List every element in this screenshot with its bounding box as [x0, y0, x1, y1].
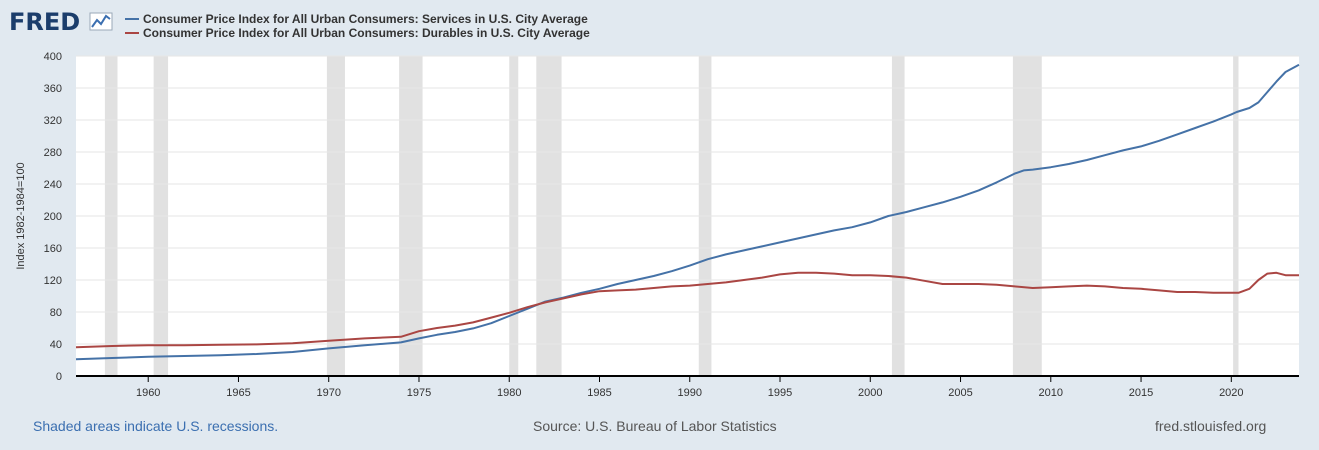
series-line-services[interactable] [75, 63, 1300, 361]
source-note: Source: U.S. Bureau of Labor Statistics [533, 418, 777, 434]
y-tick-label-120: 120 [44, 275, 62, 287]
x-tick-label-2005: 2005 [948, 387, 972, 399]
x-tick-label-1980: 1980 [497, 387, 521, 399]
x-tick-label-2015: 2015 [1129, 387, 1153, 399]
x-axis-ticks: 1960 1965 1970 1975 1980 1985 1990 1995 2000 2005… [136, 376, 1244, 399]
x-tick-label-1995: 1995 [768, 387, 792, 399]
x-tick-label-1975: 1975 [407, 387, 431, 399]
fred-url[interactable]: fred.stlouisfed.org [1155, 418, 1267, 434]
recession-note: Shaded areas indicate U.S. recessions. [33, 418, 279, 434]
x-tick-label-2010: 2010 [1039, 387, 1063, 399]
fred-logo-text: FRED [9, 8, 80, 36]
y-tick-label-240: 240 [44, 179, 62, 191]
series-lines [75, 63, 1300, 361]
y-axis-title: Index 1982-1984=100 [15, 162, 27, 269]
chart-legend: Consumer Price Index for All Urban Consu… [125, 12, 590, 40]
legend-label-services: Consumer Price Index for All Urban Consu… [143, 12, 588, 26]
x-tick-label-1990: 1990 [678, 387, 702, 399]
x-tick-label-1970: 1970 [316, 387, 340, 399]
x-tick-label-2020: 2020 [1219, 387, 1243, 399]
x-tick-label-1985: 1985 [587, 387, 611, 399]
x-tick-label-2000: 2000 [858, 387, 882, 399]
y-tick-label-360: 360 [44, 83, 62, 95]
y-tick-label-0: 0 [56, 371, 62, 383]
y-tick-label-400: 400 [44, 51, 62, 63]
y-tick-label-40: 40 [50, 339, 62, 351]
series-line-durables[interactable] [75, 271, 1299, 349]
y-tick-label-160: 160 [44, 243, 62, 255]
x-tick-label-1965: 1965 [226, 387, 250, 399]
y-axis-ticks: 0 40 80 120 160 200 240 280 320 360 400 [44, 51, 62, 383]
y-tick-label-320: 320 [44, 115, 62, 127]
line-chart-icon [89, 12, 113, 31]
y-tick-label-200: 200 [44, 211, 62, 223]
x-tick-label-1960: 1960 [136, 387, 160, 399]
y-tick-label-80: 80 [50, 307, 62, 319]
fred-logo[interactable]: FRED [9, 8, 113, 36]
legend-label-durables: Consumer Price Index for All Urban Consu… [143, 26, 590, 40]
y-tick-label-280: 280 [44, 147, 62, 159]
